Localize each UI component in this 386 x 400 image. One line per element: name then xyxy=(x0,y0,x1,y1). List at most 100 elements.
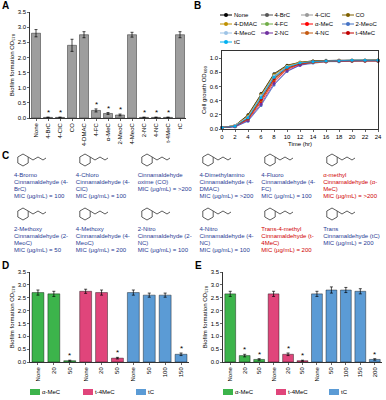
svg-text:0.0: 0.0 xyxy=(211,359,220,365)
svg-text:*: * xyxy=(107,104,110,113)
svg-text:50: 50 xyxy=(146,367,152,374)
svg-text:*: * xyxy=(167,108,170,117)
svg-text:1.5: 1.5 xyxy=(18,321,27,327)
svg-text:4-FC: 4-FC xyxy=(93,123,99,137)
svg-text:0.0: 0.0 xyxy=(18,359,27,365)
svg-text:*: * xyxy=(119,105,122,114)
svg-text:Biofilm formation OD₅₇₀: Biofilm formation OD₅₇₀ xyxy=(9,285,15,348)
svg-text:0.0: 0.0 xyxy=(18,115,27,121)
svg-text:*: * xyxy=(180,344,183,353)
svg-text:3.0: 3.0 xyxy=(18,24,27,30)
svg-text:0.6: 0.6 xyxy=(210,84,219,90)
svg-text:8: 8 xyxy=(272,134,276,140)
svg-text:22: 22 xyxy=(362,134,369,140)
svg-text:4-DMAC: 4-DMAC xyxy=(81,123,87,147)
svg-text:α-MeC: α-MeC xyxy=(105,123,111,142)
svg-text:50: 50 xyxy=(256,367,262,374)
svg-text:4-ClC: 4-ClC xyxy=(57,123,63,139)
svg-text:4-MeoC: 4-MeoC xyxy=(129,123,135,145)
svg-text:2.0: 2.0 xyxy=(18,308,27,314)
svg-text:2.5: 2.5 xyxy=(18,39,27,45)
svg-text:*: * xyxy=(301,351,304,360)
svg-text:Time (hr): Time (hr) xyxy=(288,141,312,147)
svg-text:3.5: 3.5 xyxy=(18,9,27,15)
svg-text:2: 2 xyxy=(233,134,237,140)
svg-text:1.5: 1.5 xyxy=(211,321,220,327)
svg-text:4-NC: 4-NC xyxy=(153,123,159,138)
svg-text:3.5: 3.5 xyxy=(211,269,220,275)
svg-text:t-4MeC: t-4MeC xyxy=(165,123,171,143)
svg-text:100: 100 xyxy=(162,367,168,378)
svg-text:*: * xyxy=(287,344,290,353)
svg-text:Biofilm formation OD₅₇₀: Biofilm formation OD₅₇₀ xyxy=(9,33,15,96)
svg-text:Cell growth OD₆₀₀: Cell growth OD₆₀₀ xyxy=(201,65,207,114)
svg-text:*: * xyxy=(373,350,376,359)
svg-text:3.5: 3.5 xyxy=(18,269,27,275)
svg-text:2-NC: 2-NC xyxy=(141,123,147,138)
svg-text:0.5: 0.5 xyxy=(18,100,27,106)
svg-text:24: 24 xyxy=(375,134,382,140)
svg-text:100: 100 xyxy=(343,367,349,378)
svg-text:1.0: 1.0 xyxy=(18,333,27,339)
svg-text:CO: CO xyxy=(69,123,75,132)
svg-text:3.0: 3.0 xyxy=(18,282,27,288)
svg-text:0.5: 0.5 xyxy=(211,346,220,352)
svg-text:1.5: 1.5 xyxy=(18,70,27,76)
svg-text:*: * xyxy=(68,351,71,360)
svg-text:18: 18 xyxy=(336,134,343,140)
svg-text:4-BrC: 4-BrC xyxy=(45,123,51,139)
svg-text:20: 20 xyxy=(242,367,248,374)
svg-text:0.4: 0.4 xyxy=(210,98,219,104)
svg-text:0.8: 0.8 xyxy=(210,69,219,75)
svg-text:2.0: 2.0 xyxy=(211,308,220,314)
svg-text:150: 150 xyxy=(357,367,363,378)
svg-text:20: 20 xyxy=(285,367,291,374)
svg-text:20: 20 xyxy=(51,367,57,374)
svg-text:*: * xyxy=(95,100,98,109)
svg-text:1.0: 1.0 xyxy=(18,85,27,91)
html-text:4-Bromo Cinnamaldehyde (4-BrC): 4-Bromo Cinnamaldehyde (4-BrC) xyxy=(14,172,68,192)
svg-text:50: 50 xyxy=(67,367,73,374)
svg-text:*: * xyxy=(143,108,146,117)
svg-text:150: 150 xyxy=(178,367,184,378)
svg-text:None: None xyxy=(227,367,233,382)
svg-text:None: None xyxy=(35,367,41,382)
svg-text:50: 50 xyxy=(299,367,305,374)
svg-text:0.5: 0.5 xyxy=(18,346,27,352)
svg-text:50: 50 xyxy=(328,367,334,374)
svg-text:200: 200 xyxy=(372,367,378,378)
svg-text:4: 4 xyxy=(246,134,250,140)
svg-text:None: None xyxy=(271,367,277,382)
svg-text:0: 0 xyxy=(220,134,224,140)
svg-text:50: 50 xyxy=(114,367,120,374)
svg-text:6: 6 xyxy=(259,134,263,140)
svg-text:None: None xyxy=(314,367,320,382)
svg-text:None: None xyxy=(130,367,136,382)
svg-text:16: 16 xyxy=(323,134,330,140)
html-text:4-Chloro Cinnamaldehyde (4-ClC: 4-Chloro Cinnamaldehyde (4-ClC) xyxy=(75,172,130,192)
svg-text:*: * xyxy=(59,108,62,117)
svg-text:2-MeoC: 2-MeoC xyxy=(117,123,123,145)
svg-text:14: 14 xyxy=(310,134,317,140)
svg-text:20: 20 xyxy=(349,134,356,140)
svg-text:2.5: 2.5 xyxy=(211,295,220,301)
svg-text:10: 10 xyxy=(284,134,291,140)
svg-text:*: * xyxy=(116,348,119,357)
svg-text:1.0: 1.0 xyxy=(210,55,219,61)
svg-text:20: 20 xyxy=(99,367,105,374)
svg-text:3.0: 3.0 xyxy=(211,282,220,288)
svg-text:*: * xyxy=(258,350,261,359)
svg-text:2.0: 2.0 xyxy=(18,55,27,61)
svg-text:1.0: 1.0 xyxy=(211,333,220,339)
svg-text:*: * xyxy=(243,345,246,354)
svg-text:12: 12 xyxy=(297,134,304,140)
svg-text:*: * xyxy=(155,108,158,117)
svg-text:0.2: 0.2 xyxy=(210,112,219,118)
svg-text:2.5: 2.5 xyxy=(18,295,27,301)
svg-text:Biofilm formation OD₅₇₀: Biofilm formation OD₅₇₀ xyxy=(202,285,208,348)
svg-text:None: None xyxy=(83,367,89,382)
svg-text:None: None xyxy=(33,123,39,138)
svg-text:tC: tC xyxy=(177,123,183,130)
svg-text:*: * xyxy=(47,108,50,117)
svg-text:0.0: 0.0 xyxy=(210,126,219,132)
